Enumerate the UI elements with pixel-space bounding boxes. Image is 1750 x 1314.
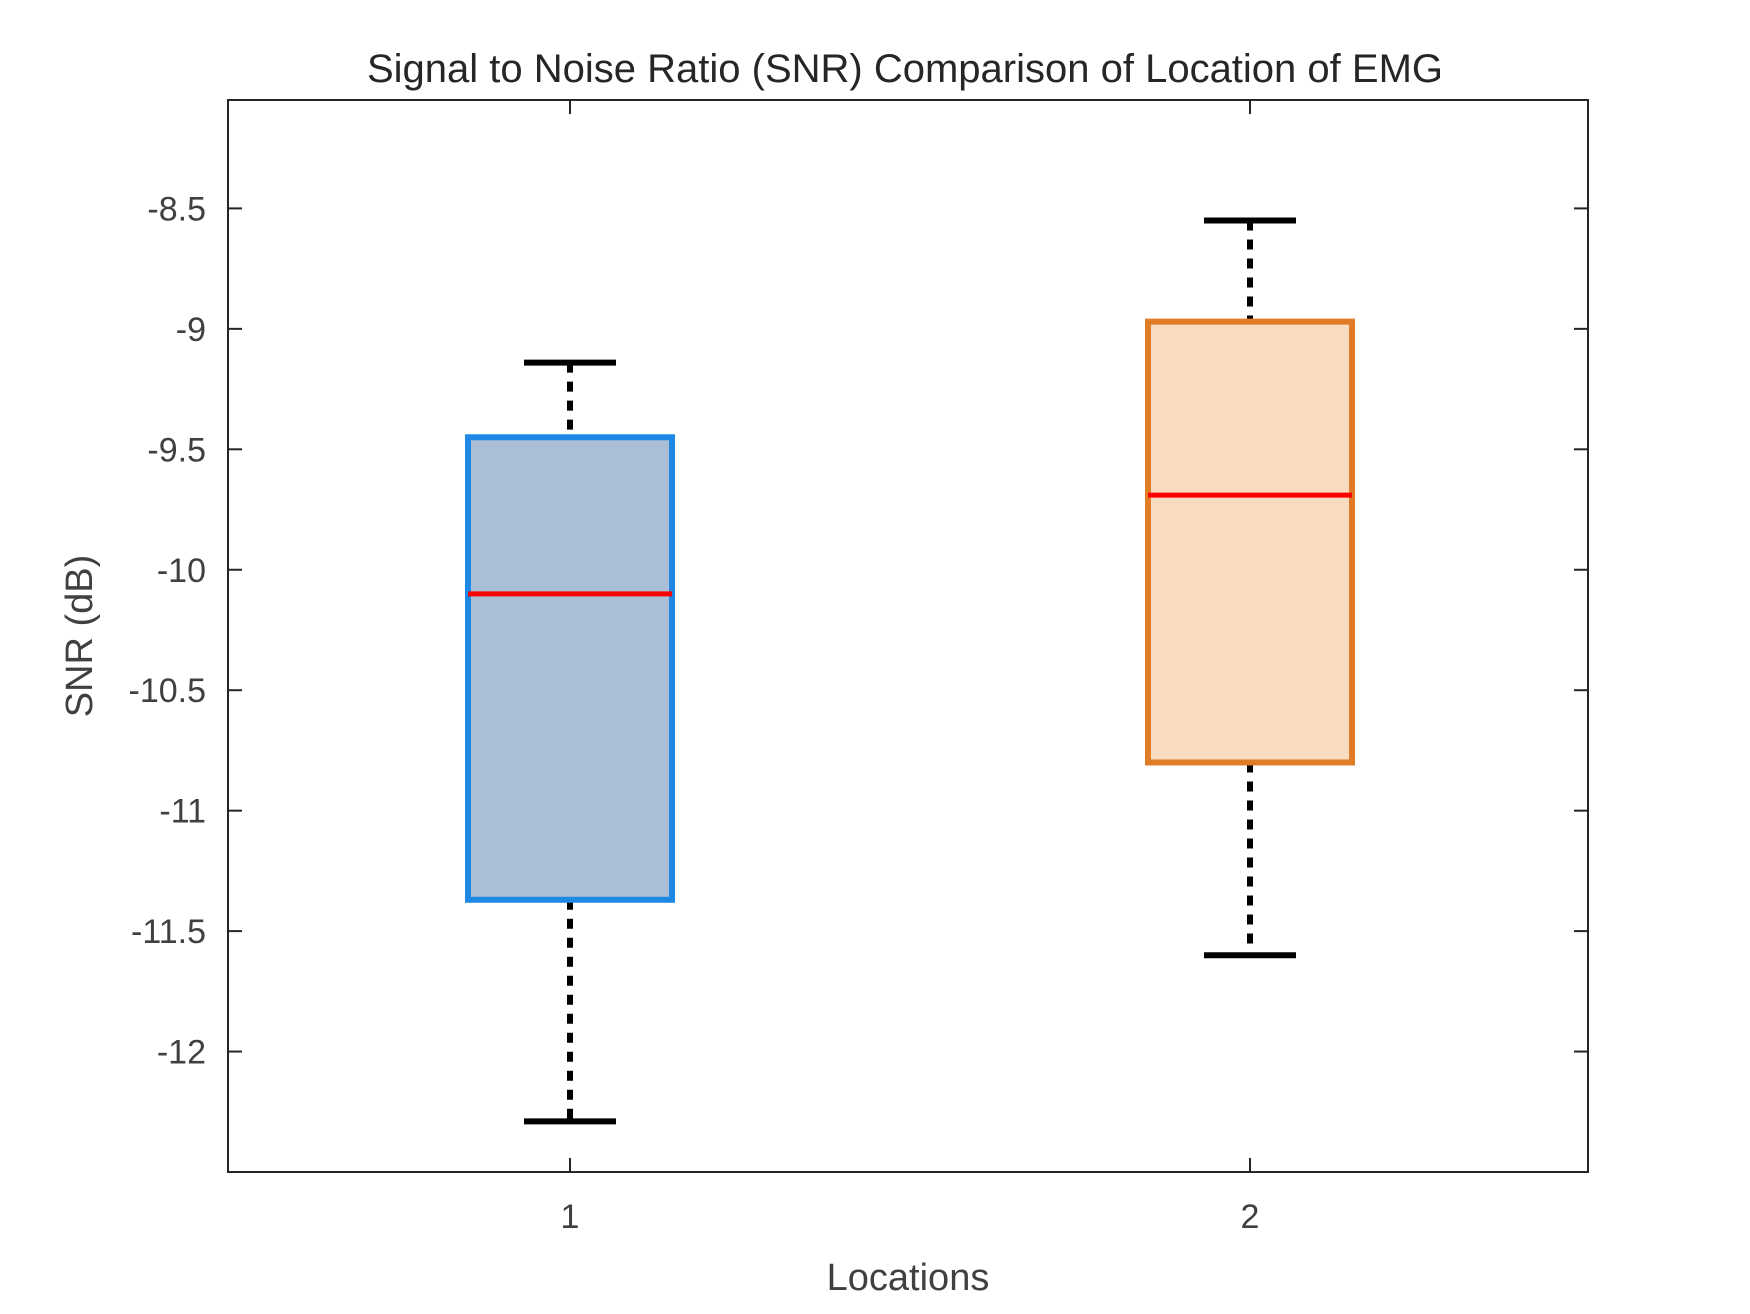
- iqr-box: [1145, 318, 1355, 766]
- x-tick-label: 2: [1241, 1198, 1260, 1236]
- x-tick-label: 1: [561, 1198, 580, 1236]
- chart-title: Signal to Noise Ratio (SNR) Comparison o…: [367, 47, 1443, 91]
- y-tick-label: -12: [157, 1034, 206, 1072]
- plot-area-frame: [227, 99, 1589, 1173]
- y-tick-label: -9: [176, 311, 206, 349]
- box-group-1: [465, 359, 675, 1125]
- y-tick-label: -8.5: [147, 190, 206, 228]
- y-tick-label: -10.5: [129, 672, 207, 710]
- ticks-layer: -8.5 -9 -9.5 -10 -10.5 -11 -11.5 -12 1 2: [129, 100, 1588, 1236]
- x-axis-label: Locations: [827, 1257, 990, 1299]
- y-tick-label: -11.5: [131, 913, 206, 951]
- iqr-box: [465, 434, 675, 903]
- y-tick-label: -9.5: [147, 431, 206, 469]
- box-group-2: [1145, 217, 1355, 959]
- y-axis-label: SNR (dB): [59, 555, 101, 718]
- boxes-layer: [465, 217, 1355, 1125]
- y-tick-label: -10: [157, 552, 206, 590]
- y-tick-label: -11: [159, 793, 206, 831]
